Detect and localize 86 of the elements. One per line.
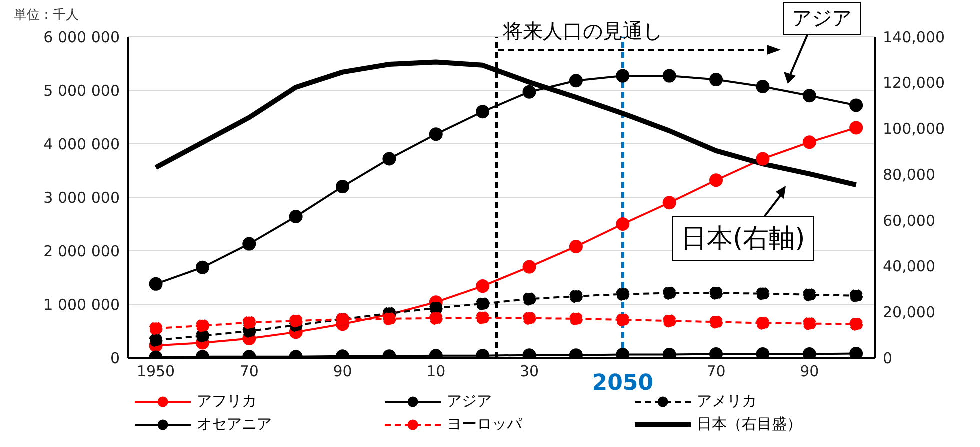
text: 単位：千人 — [14, 7, 79, 24]
point — [850, 346, 864, 358]
point — [616, 288, 630, 302]
legend-label: アジア — [447, 392, 492, 411]
x-tick-label: 30 — [520, 362, 540, 381]
point — [476, 105, 490, 119]
point — [616, 313, 630, 327]
point — [802, 317, 816, 331]
point — [616, 69, 630, 83]
point — [289, 210, 303, 224]
point — [662, 286, 676, 300]
point — [710, 73, 724, 87]
point — [382, 312, 396, 326]
x-tick-label: 90 — [800, 362, 820, 381]
x-tick-label: 70 — [240, 362, 259, 381]
point — [710, 286, 724, 300]
point — [756, 80, 770, 94]
point — [429, 128, 443, 142]
text: アジア — [783, 2, 861, 35]
legend-label: ヨーロッパ — [447, 415, 522, 434]
annotation: 日本(右軸) — [672, 216, 814, 261]
point — [662, 196, 676, 210]
y2-tick-label: 140,000 — [883, 28, 946, 46]
point — [196, 319, 210, 333]
y2-tick-label: 100,000 — [883, 120, 946, 138]
point — [429, 312, 443, 326]
point — [802, 288, 816, 302]
y2-tick-label: 0 — [883, 349, 893, 368]
point — [476, 311, 490, 325]
point — [756, 316, 770, 330]
point — [522, 292, 536, 306]
y2-tick-label: 20,000 — [883, 303, 936, 322]
point — [710, 174, 724, 188]
point — [710, 315, 724, 329]
point — [149, 277, 163, 291]
x-tick-label: 70 — [706, 362, 726, 381]
point — [850, 121, 864, 135]
point — [569, 74, 583, 88]
point — [662, 69, 676, 83]
point — [616, 218, 630, 231]
point — [569, 290, 583, 304]
point — [196, 329, 210, 343]
y-tick-label: 6 000 000 — [44, 28, 120, 46]
legend-label: オセアニア — [197, 415, 272, 434]
point — [336, 180, 350, 194]
point — [802, 136, 816, 150]
y-tick-label: 5 000 000 — [44, 82, 120, 100]
point — [382, 152, 396, 166]
point — [242, 237, 256, 251]
point — [149, 334, 163, 348]
point — [850, 289, 864, 303]
legend-label: 日本（右目盛） — [697, 415, 802, 434]
y2-tick-label: 60,000 — [883, 212, 936, 230]
point — [756, 287, 770, 301]
point — [662, 314, 676, 328]
point — [522, 312, 536, 326]
y2-tick-label: 80,000 — [883, 166, 936, 184]
annotation: 将来人口の見通し — [502, 18, 663, 45]
y-tick-label: 1 000 000 — [44, 296, 120, 314]
y-tick-label: 3 000 000 — [44, 188, 120, 207]
point — [850, 98, 864, 112]
y-tick-label: 2 000 000 — [44, 242, 120, 260]
point — [149, 322, 163, 336]
legend-label: アメリカ — [697, 392, 757, 411]
x-tick-label: 90 — [333, 362, 352, 381]
point — [569, 312, 583, 326]
y-tick-label: 4 000 000 — [44, 135, 120, 154]
point — [429, 301, 443, 315]
point — [802, 89, 816, 103]
point — [196, 260, 210, 274]
point — [522, 85, 536, 99]
point — [756, 152, 770, 166]
point — [476, 280, 490, 294]
y2-tick-label: 40,000 — [883, 258, 936, 276]
point — [850, 318, 864, 332]
legend-label: アフリカ — [197, 392, 257, 411]
x-tick-label: 10 — [426, 362, 446, 381]
point — [289, 314, 303, 328]
x-tick-label: 1950 — [136, 362, 176, 381]
point — [522, 260, 536, 274]
point — [242, 316, 256, 330]
y2-tick-label: 120,000 — [883, 74, 946, 92]
point — [476, 297, 490, 311]
ref-line-label: 2050 — [592, 371, 654, 396]
point — [569, 240, 583, 254]
y-tick-label: 0 — [110, 349, 120, 368]
